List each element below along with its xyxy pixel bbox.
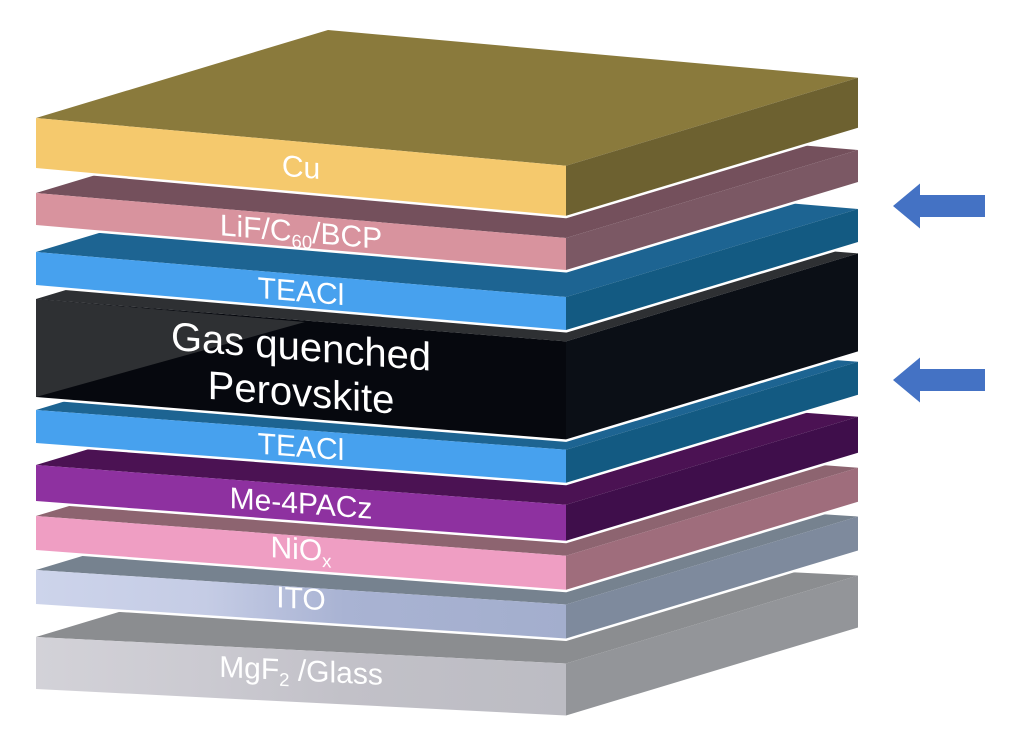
layer-gas-quenched-perovskite-highlight-wedge [36,299,305,397]
layer-lif-c60-bcp-side-face [566,150,858,271]
layer-gas-quenched-perovskite-side-face [566,253,858,440]
layer-teacl-bottom-front-face [36,410,566,483]
layer-cu-side-face [566,77,858,216]
layer-me-4pacz-side-face [566,416,858,541]
layer-teacl-top-label: TEACl [258,272,345,312]
layer-cu-label: Cu [282,150,320,186]
layer-ito-front-face [36,570,566,639]
layer-teacl-top-front-face [36,252,566,331]
layer-me-4pacz-front-face [36,465,566,541]
layer-cu-front-face [36,118,566,216]
layer-mgf2-glass-side-face [566,575,858,716]
layer-niox-side-face [566,467,858,590]
layer-mgf2-glass-front-face [36,637,566,716]
layer-cu [33,27,861,219]
layer-ito-label: ITO [276,581,325,617]
arrow-teacl-top-pointer [893,183,985,229]
layer-niox-label: NiOx [271,531,333,572]
layer-teacl-bottom-label: TEACl [258,428,345,467]
layer-teacl-bottom-side-face [566,361,858,483]
layer-teacl-top-side-face [566,209,858,331]
layer-cu-top-face [36,30,858,166]
layer-lif-c60-bcp-label: LiF/C60/BCP [220,209,382,259]
layer-ito-side-face [566,516,858,639]
arrow-teacl-bottom-pointer [893,357,985,403]
layer-niox-front-face [36,516,566,590]
layer-mgf2-glass-label: MgF2 /Glass [219,651,383,695]
layer-lif-c60-bcp-front-face [36,193,566,271]
